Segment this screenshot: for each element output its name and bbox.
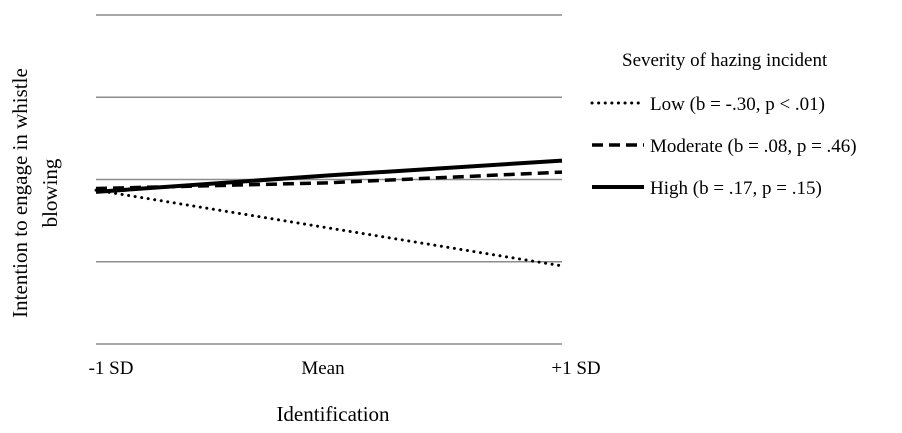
x-tick-label-minus-1sd: -1 SD — [89, 358, 134, 379]
legend-entry-high: High (b = .17, p = .15) — [592, 178, 822, 199]
legend-label-low: Low (b = -.30, p < .01) — [650, 94, 825, 115]
x-tick-label-mean: Mean — [301, 358, 345, 379]
legend-entry-moderate: Moderate (b = .08, p = .46) — [592, 136, 857, 157]
gridlines — [96, 14, 562, 345]
series-line-high — [95, 158, 563, 194]
plot-series — [94, 158, 564, 268]
legend-label-moderate: Moderate (b = .08, p = .46) — [650, 136, 857, 157]
legend-title: Severity of hazing incident — [622, 50, 828, 71]
legend-entry-low: Low (b = -.30, p < .01) — [590, 94, 825, 115]
y-axis-label: Intention to engage in whistle blowing — [8, 68, 62, 318]
legend: Severity of hazing incident Low (b = -.3… — [590, 50, 857, 199]
x-axis-label: Identification — [276, 402, 390, 426]
series-line-low — [94, 188, 564, 268]
x-tick-labels: -1 SD Mean +1 SD — [89, 358, 601, 379]
legend-label-high: High (b = .17, p = .15) — [650, 178, 822, 199]
y-axis-label-line-2: blowing — [38, 158, 62, 227]
y-axis-label-line-1: Intention to engage in whistle — [8, 68, 32, 318]
x-tick-label-plus-1sd: +1 SD — [551, 358, 600, 379]
